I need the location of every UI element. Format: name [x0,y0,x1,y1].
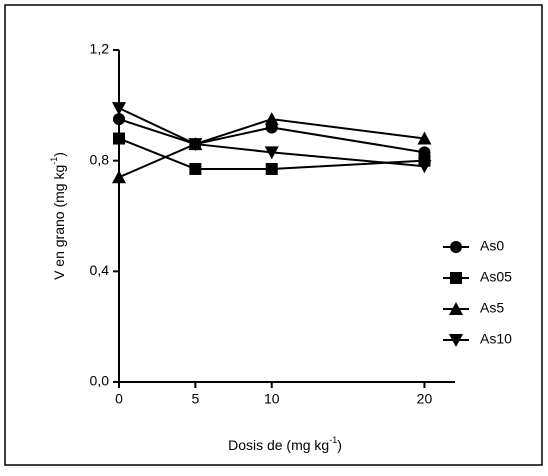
x-label-sup: -1 [329,435,337,445]
marker [188,138,203,152]
legend-marker [449,302,463,315]
legend-label: As10 [480,331,512,347]
marker [112,170,126,184]
y-label-sup: -1 [49,157,59,165]
y-tick-label: 0,0 [90,373,110,389]
marker [113,132,125,145]
legend-label: As5 [480,300,504,316]
marker [417,131,432,145]
marker [264,112,279,126]
y-label-text: V en grano (mg kg [51,165,67,280]
x-label-text: Dosis de (mg kg [228,437,329,453]
y-tick-label: 0,4 [90,262,110,278]
x-tick-label: 0 [115,391,123,407]
marker [112,102,126,116]
x-axis-label: Dosis de (mg kg-1) [228,435,342,452]
x-label-end: ) [337,437,342,453]
marker [265,162,278,175]
marker [417,160,432,174]
frame [4,4,543,466]
y-axis-label: V en grano (mg kg-1) [49,152,66,280]
legend-label: As05 [480,269,512,285]
series-line [118,118,425,179]
x-tick-label: 10 [264,391,280,407]
marker [113,113,125,126]
legend-label: As0 [480,238,504,254]
marker [189,162,202,175]
marker [264,146,279,160]
x-tick-label: 5 [191,391,199,407]
legend-marker [450,241,462,253]
series-line [118,118,425,154]
y-tick-label: 1,2 [90,41,110,57]
series-line [118,137,425,170]
series-line [118,107,425,168]
y-tick-label: 0,8 [90,151,110,167]
y-label-end: ) [51,152,67,157]
legend-marker [449,334,463,347]
legend-marker [450,272,462,284]
x-tick-label: 20 [417,391,433,407]
